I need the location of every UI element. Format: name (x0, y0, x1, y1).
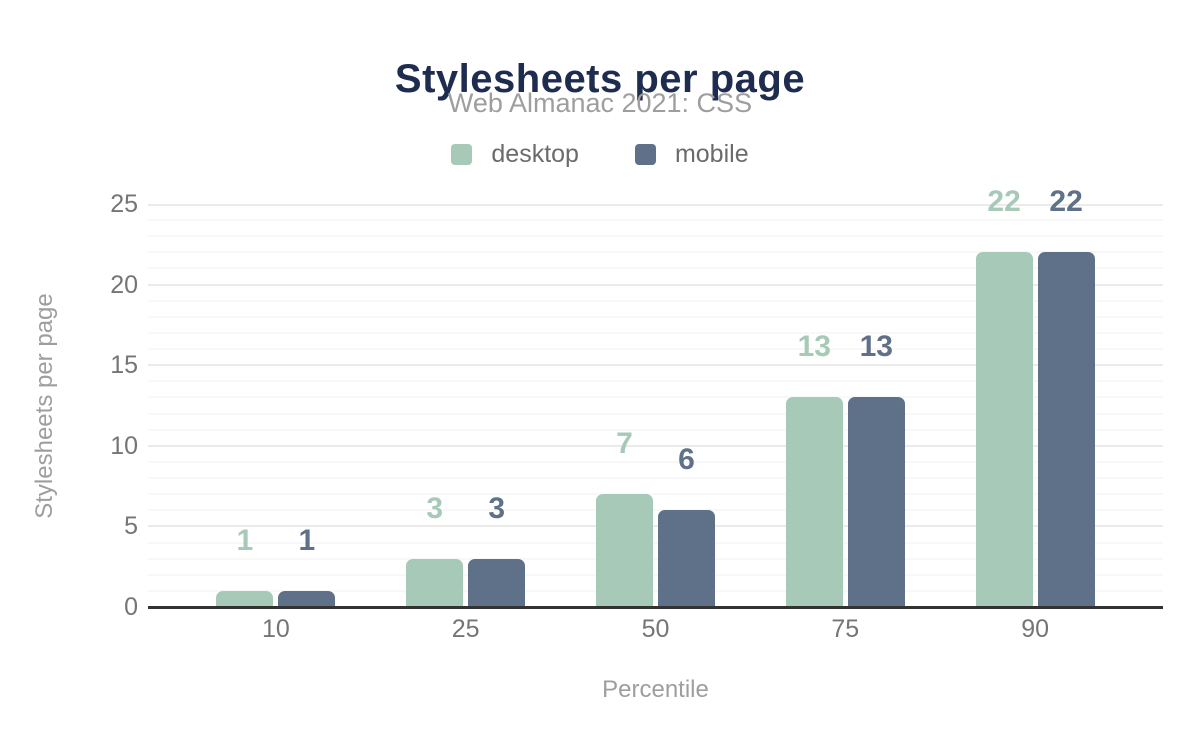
gridline-minor-24 (148, 219, 1163, 222)
gridline-minor-13 (148, 396, 1163, 399)
bar-value-label-desktop-p75: 13 (797, 330, 831, 364)
bar-mobile-p10[interactable] (278, 590, 336, 607)
bar-desktop-p25[interactable] (406, 558, 464, 607)
bar-mobile-p90[interactable] (1037, 252, 1095, 607)
gridline-major-15 (148, 364, 1163, 367)
bar-value-label-mobile-p75: 13 (859, 330, 893, 364)
legend-item-mobile[interactable]: mobile (634, 140, 749, 169)
gridline-minor-17 (148, 331, 1163, 334)
y-tick-label-25: 25 (110, 190, 138, 218)
bar-mobile-p75[interactable] (847, 397, 905, 607)
x-tick-label-25: 25 (451, 615, 480, 643)
x-axis-title: Percentile (602, 676, 709, 703)
gridline-minor-12 (148, 412, 1163, 415)
gridline-minor-3 (148, 557, 1163, 560)
y-axis-title: Stylesheets per page (31, 293, 58, 519)
gridline-minor-8 (148, 477, 1163, 480)
gridline-minor-16 (148, 348, 1163, 351)
y-tick-label-0: 0 (124, 593, 138, 621)
gridline-minor-18 (148, 315, 1163, 318)
gridline-minor-7 (148, 493, 1163, 496)
bar-value-label-desktop-p90: 22 (987, 185, 1021, 219)
bar-desktop-p75[interactable] (785, 397, 843, 607)
bar-desktop-p10[interactable] (216, 590, 274, 607)
legend-item-desktop[interactable]: desktop (451, 140, 579, 169)
gridline-major-25 (148, 204, 1163, 206)
chart-title: Stylesheets per page (394, 56, 806, 101)
y-tick-label-5: 5 (124, 512, 138, 541)
y-tick-label-10: 10 (110, 431, 138, 460)
x-tick-label-50: 50 (641, 615, 670, 643)
gridline-minor-23 (148, 235, 1163, 238)
x-tick-label-10: 10 (261, 615, 290, 643)
x-tick-label-75: 75 (831, 615, 860, 643)
gridline-minor-21 (148, 267, 1163, 270)
bar-desktop-p90[interactable] (975, 252, 1033, 607)
gridline-major-5 (148, 525, 1163, 528)
gridline-minor-19 (148, 299, 1163, 302)
gridline-major-20 (148, 283, 1163, 286)
y-tick-label-15: 15 (110, 351, 138, 380)
bar-desktop-p50[interactable] (596, 494, 653, 607)
bar-mobile-p25[interactable] (468, 558, 526, 607)
chart-subtitle: Web Almanac 2021: CSS (447, 88, 753, 118)
gridline-minor-4 (148, 541, 1163, 544)
legend: desktop mobile (0, 140, 1200, 169)
gridline-minor-11 (148, 428, 1163, 431)
gridline-minor-6 (148, 509, 1163, 512)
bar-value-label-desktop-p25: 3 (426, 491, 444, 525)
bar-value-label-mobile-p90: 22 (1049, 185, 1083, 219)
gridline-minor-2 (148, 573, 1163, 576)
bar-mobile-p50[interactable] (658, 510, 715, 607)
gridline-minor-22 (148, 251, 1163, 254)
gridline-minor-1 (148, 589, 1163, 592)
x-axis-line (148, 606, 1163, 609)
y-tick-label-20: 20 (110, 270, 138, 299)
legend-swatch-desktop (451, 144, 473, 165)
gridline-minor-9 (148, 460, 1163, 463)
bar-value-label-desktop-p50: 7 (616, 427, 633, 461)
bar-value-label-mobile-p50: 6 (678, 443, 695, 477)
bar-value-label-mobile-p25: 3 (488, 491, 506, 525)
legend-label: mobile (674, 140, 749, 168)
gridline-minor-14 (148, 380, 1163, 383)
legend-label: desktop (491, 140, 579, 168)
bar-value-label-desktop-p10: 1 (236, 523, 254, 557)
x-tick-label-90: 90 (1021, 615, 1049, 643)
gridline-major-10 (148, 444, 1163, 447)
plot-area: 1 1 3 3 7 6 13 13 22 22 (148, 187, 1163, 607)
legend-swatch-mobile (634, 144, 656, 165)
bar-value-label-mobile-p10: 1 (298, 523, 316, 557)
